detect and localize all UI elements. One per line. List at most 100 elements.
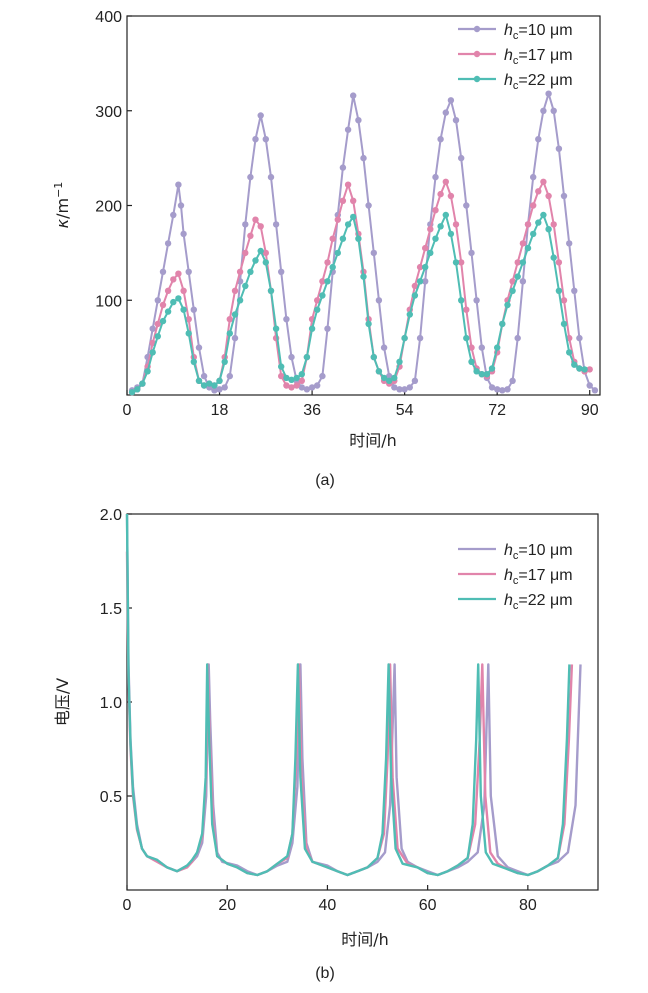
- chart-a-series-3-point: [530, 230, 537, 238]
- chart-b-ytick-label: 2.0: [100, 507, 122, 524]
- chart-a-series-1-point: [458, 154, 465, 162]
- chart-a-series-1-point: [478, 344, 485, 351]
- chart-a-series-3-point: [360, 273, 367, 280]
- chart-a-legend: hc=10 μm hc=17 μm hc=22 μm: [458, 22, 573, 92]
- chart-a-series-1-point: [262, 136, 269, 143]
- chart-a-series-1-point: [159, 268, 167, 275]
- chart-a-series-2-point: [185, 316, 192, 323]
- chart-a-series-1-point: [339, 164, 347, 171]
- chart-a-ylabel-exp: −1: [52, 182, 65, 198]
- chart-b-ytick-label: 0.5: [100, 789, 122, 806]
- chart-a-series-3-point: [396, 358, 403, 365]
- chart-a-series-2-point: [519, 240, 527, 247]
- chart-a-series-3-point: [231, 311, 239, 318]
- chart-a-series-3-point: [555, 287, 563, 294]
- chart-a-series-2-point: [427, 226, 434, 233]
- chart-a-series-3-point: [488, 365, 496, 372]
- chart-a-series-3-point: [350, 213, 357, 221]
- chart-a-series-2-point: [540, 178, 547, 185]
- chart-a-panel-label: (a): [315, 472, 335, 489]
- chart-a: 0 18 36 54 72 90 100 200 300 400 hc=10 μm hc=17 μm…: [52, 9, 601, 489]
- chart-a-series-2-point: [283, 382, 290, 389]
- chart-a-series-2-point: [288, 384, 295, 391]
- chart-a-series-3-point: [524, 244, 532, 252]
- chart-a-series-3-point: [458, 297, 465, 304]
- chart-a-series-3-point: [190, 358, 197, 365]
- chart-a-series-1-point: [550, 107, 557, 115]
- chart-a-series-2-point: [524, 221, 532, 228]
- chart-a-series-1-point: [252, 136, 259, 143]
- chart-a-series-1-point: [154, 297, 161, 304]
- chart-a-legend-marker-3: [473, 75, 481, 83]
- chart-b-legend: hc=10 μm hc=17 μm hc=22 μm: [458, 542, 573, 612]
- chart-a-series-2-point: [555, 259, 563, 266]
- chart-a-series-1-point: [488, 384, 496, 391]
- chart-a-series-3-point: [504, 301, 511, 309]
- chart-a-series-2-point: [447, 192, 455, 200]
- chart-a-series-3-point: [411, 292, 419, 299]
- chart-a-series-3-point: [386, 377, 393, 384]
- chart-a-series-3-point: [391, 374, 398, 382]
- chart-a-xtick-label: 36: [303, 402, 321, 419]
- chart-a-series-3-point: [154, 333, 161, 340]
- chart-a-series-3-point: [468, 358, 475, 365]
- chart-a-series-1-point: [231, 334, 239, 342]
- chart-a-series-1-point: [180, 230, 187, 238]
- chart-a-legend-marker-1: [473, 25, 481, 33]
- chart-a-series-1-point: [360, 154, 367, 162]
- chart-a-series-3-point: [319, 292, 326, 299]
- chart-b-legend-label-3: hc=22 μm: [504, 592, 573, 612]
- chart-a-series-3-point: [427, 249, 434, 257]
- chart-a-ytick-label: 100: [95, 293, 122, 310]
- chart-a-series-2-point: [329, 235, 336, 242]
- chart-a-series-2-point: [530, 202, 537, 209]
- chart-a-series-3-point: [380, 374, 388, 382]
- chart-a-series-2-point: [560, 297, 568, 304]
- chart-a-series-1-point: [386, 372, 393, 380]
- chart-a-series-1-point: [591, 387, 599, 394]
- chart-a-series-1-point: [175, 181, 182, 188]
- chart-a-series-1-point: [308, 384, 316, 391]
- chart-a-series-2-point: [468, 344, 475, 351]
- chart-a-series-3-point: [581, 366, 588, 373]
- chart-a-series-1-point: [468, 249, 475, 257]
- chart-a-series-3-point: [144, 368, 151, 375]
- chart-a-series-1-point: [370, 249, 377, 257]
- chart-a-series-3-point: [509, 287, 516, 294]
- chart-a-series-3-point: [159, 317, 167, 325]
- chart-a-series-3-point: [550, 254, 557, 261]
- chart-a-series-3-point: [303, 353, 311, 361]
- chart-b-xtick-label: 0: [123, 897, 132, 914]
- chart-a-series-2-point: [535, 188, 542, 195]
- chart-a-series-1-point: [452, 117, 460, 124]
- chart-b-legend-label-2: hc=17 μm: [504, 567, 573, 587]
- chart-a-series-1-point: [530, 173, 537, 181]
- chart-a-series-3-point: [226, 330, 233, 337]
- chart-b-xtick-label: 60: [419, 897, 437, 914]
- chart-a-series-2-point: [278, 372, 285, 380]
- chart-a-series-3-point: [149, 349, 156, 356]
- chart-a-series-1-point: [216, 386, 223, 393]
- chart-a-series-1-point: [416, 334, 424, 342]
- chart-a-series-2-point: [545, 192, 552, 200]
- chart-a-series-1-point: [365, 202, 372, 209]
- chart-a-series-1-point: [247, 173, 254, 181]
- chart-a-series-3-point: [262, 259, 269, 266]
- chart-a-series-3-point: [272, 325, 280, 332]
- chart-a-series-3-point: [128, 389, 136, 396]
- chart-a-series-1-point: [406, 384, 413, 391]
- chart-a-series-3-point: [473, 368, 480, 375]
- chart-a-series-1-point: [571, 287, 578, 294]
- chart-a-ylabel: κ/m−1: [52, 182, 72, 229]
- chart-a-series-1-point: [324, 325, 331, 332]
- chart-a-series-2-point: [416, 263, 424, 271]
- chart-a-series-1-point: [278, 268, 285, 275]
- chart-a-series-3-point: [170, 298, 177, 306]
- chart-b-ylabel: 电压/V: [53, 678, 72, 726]
- chart-a-series-1-point: [211, 387, 218, 394]
- chart-a-series-1-point: [391, 384, 398, 391]
- chart-a-series-2-point: [437, 190, 444, 198]
